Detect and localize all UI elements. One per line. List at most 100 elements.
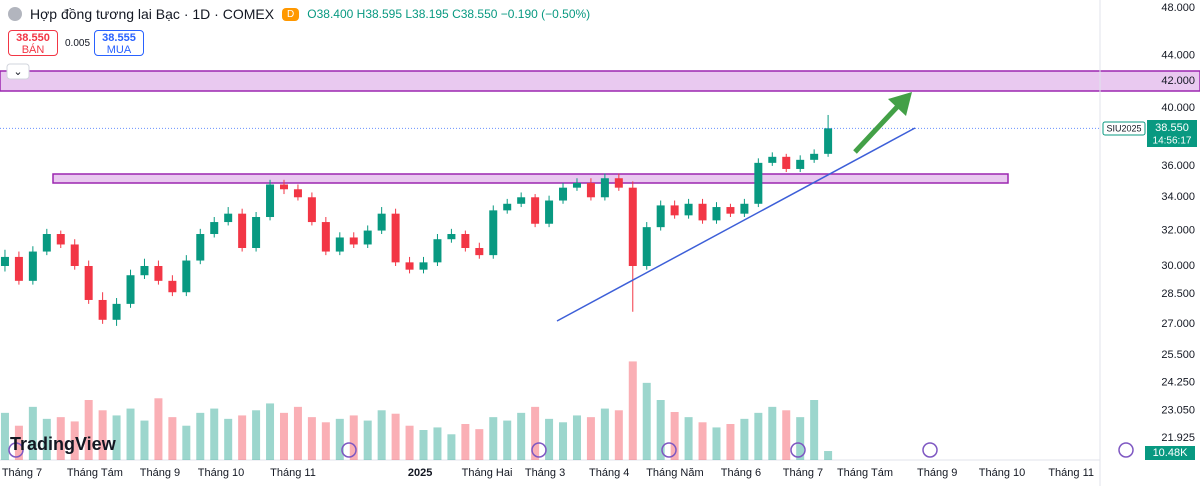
volume-bar: [377, 410, 386, 460]
volume-bar: [740, 418, 749, 460]
candle-body: [391, 213, 400, 263]
volume-bar: [698, 422, 707, 460]
candle-body: [363, 230, 372, 245]
x-tick-label: 2025: [408, 467, 432, 479]
candle-body: [196, 234, 205, 261]
candle-body: [531, 197, 540, 224]
volume-bar: [684, 417, 693, 460]
volume-bar: [266, 403, 275, 460]
candle-body: [447, 234, 456, 240]
candle-body: [307, 197, 316, 223]
volume-bar: [531, 406, 540, 460]
volume-bar: [614, 410, 623, 460]
candle-body: [0, 256, 9, 266]
candle-body: [405, 262, 414, 270]
volume-bar: [545, 418, 554, 460]
candle-body: [475, 247, 484, 256]
candle-body: [224, 213, 233, 223]
last-price-box: [1147, 120, 1197, 147]
volume-bar: [56, 417, 65, 460]
candle-body: [70, 244, 79, 266]
x-tick-label: Tháng 6: [721, 467, 761, 479]
trend-line: [556, 127, 916, 322]
volume-bar: [238, 415, 247, 460]
candle-body: [600, 178, 609, 198]
candle-body: [740, 203, 749, 214]
volume-bar: [824, 451, 833, 460]
candle-body: [545, 200, 554, 224]
buy-button[interactable]: 38.555 MUA: [94, 30, 144, 56]
volume-bar: [796, 417, 805, 460]
volume-bar: [810, 400, 819, 460]
volume-bar: [670, 412, 679, 460]
logo: TradingView: [10, 434, 116, 454]
x-tick-label: Tháng Hai: [462, 467, 513, 479]
candle-body: [42, 234, 51, 252]
volume-bar: [307, 417, 316, 460]
volume-bar: [0, 412, 9, 460]
collapse-button[interactable]: [6, 63, 30, 80]
x-tick-label: Tháng 10: [979, 467, 1025, 479]
collapse-icon[interactable]: ⌄: [13, 66, 22, 78]
y-tick-label: 23.050: [1161, 405, 1195, 417]
candle-body: [517, 197, 526, 204]
candle-body: [698, 203, 707, 221]
candle-body: [168, 280, 177, 293]
title: Hợp đồng tương lai Bạc · 1D · COMEX: [30, 6, 275, 22]
candle-body: [489, 210, 498, 256]
arrow-head: [888, 92, 912, 116]
volume-bar: [600, 408, 609, 460]
x-tick-label: Tháng Tám: [67, 467, 123, 479]
y-tick-label: 24.250: [1161, 377, 1195, 389]
sell-price[interactable]: 38.550: [16, 32, 50, 44]
y-tick-label: 42.000: [1161, 75, 1195, 87]
y-tick-label: 30.000: [1161, 260, 1195, 272]
candle-body: [768, 156, 777, 163]
volume-label: 10.48K: [1153, 447, 1189, 459]
volume-bar: [782, 410, 791, 460]
x-tick-label: Tháng 11: [270, 467, 316, 479]
volume-bar: [642, 382, 651, 460]
volume-bar: [586, 417, 595, 460]
volume-bar: [419, 430, 428, 460]
candle-body: [754, 162, 763, 204]
volume-bar: [210, 408, 219, 460]
arrow: [853, 104, 900, 154]
candle-body: [796, 159, 805, 169]
symbol-label: SIU2025: [1106, 123, 1141, 133]
symbol-box: [1102, 121, 1146, 136]
candle-body: [140, 265, 149, 276]
candle-body: [614, 178, 623, 188]
x-tick-label: Tháng 4: [589, 467, 629, 479]
candle-body: [559, 187, 568, 201]
candle-body: [56, 234, 65, 245]
y-tick-label: 40.000: [1161, 102, 1195, 114]
volume-bar: [489, 417, 498, 460]
candle-body: [279, 184, 288, 190]
candle-body: [712, 207, 721, 221]
volume-bar: [559, 422, 568, 460]
sell-button[interactable]: 38.550 BÁN: [8, 30, 58, 56]
candle-body: [684, 203, 693, 216]
volume-bar: [391, 413, 400, 460]
volume-bar: [112, 415, 121, 460]
candles: [0, 114, 1100, 326]
volume-bar: [405, 425, 414, 460]
candle-body: [252, 217, 261, 248]
y-tick-label: 25.500: [1161, 349, 1195, 361]
x-tick-label: Tháng Tám: [837, 467, 893, 479]
buy-label[interactable]: MUA: [106, 44, 132, 56]
buy-price[interactable]: 38.555: [102, 32, 136, 44]
candle-body: [182, 260, 191, 293]
volume-bar: [726, 424, 735, 460]
volume-bar: [517, 412, 526, 460]
volume-bar: [768, 406, 777, 460]
x-tick-label: Tháng 10: [198, 467, 244, 479]
volume-bar: [754, 412, 763, 460]
sell-label[interactable]: BÁN: [21, 44, 45, 56]
nav-icons: [8, 442, 1134, 458]
volume-bar: [572, 415, 581, 460]
y-tick-label: 36.000: [1161, 160, 1195, 172]
